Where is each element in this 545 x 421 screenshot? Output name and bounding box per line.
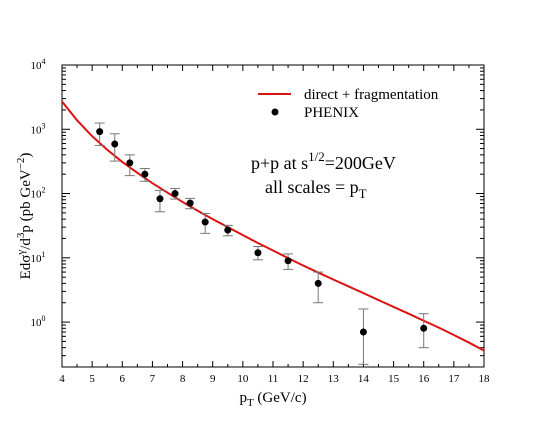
data-point bbox=[126, 159, 134, 167]
data-point bbox=[111, 140, 119, 148]
data-point bbox=[171, 190, 179, 198]
x-tick-label: 8 bbox=[180, 373, 186, 385]
y-tick-label: 104 bbox=[31, 57, 46, 72]
y-tick-label: 101 bbox=[31, 250, 46, 265]
y-tick-label: 100 bbox=[31, 314, 46, 329]
x-tick-label: 7 bbox=[150, 373, 156, 385]
x-axis-ticks: 4 5 6 7 8 9 10 11 12 13 14 15 16 17 18 bbox=[59, 65, 490, 385]
y-tick-label: 103 bbox=[31, 121, 46, 136]
data-point bbox=[284, 257, 292, 265]
y-axis-title: Edσγ/d3p (pb GeV−2) bbox=[15, 153, 34, 280]
data-point bbox=[420, 324, 428, 332]
x-tick-label: 4 bbox=[59, 373, 65, 385]
x-tick-label: 9 bbox=[210, 373, 216, 385]
data-point bbox=[254, 249, 262, 257]
annotation-line1: p+p at s1/2=200GeV bbox=[251, 149, 396, 173]
x-tick-label: 15 bbox=[388, 373, 400, 385]
data-point bbox=[156, 195, 164, 203]
x-tick-label: 17 bbox=[448, 373, 460, 385]
series-layer bbox=[61, 100, 485, 365]
theory-curve bbox=[61, 100, 485, 352]
x-tick-label: 6 bbox=[120, 373, 126, 385]
legend-line-label: direct + fragmentation bbox=[304, 87, 439, 103]
legend-point-label: PHENIX bbox=[304, 105, 359, 121]
data-point bbox=[201, 218, 209, 226]
x-tick-label: 16 bbox=[418, 373, 430, 385]
x-tick-label: 18 bbox=[479, 373, 491, 385]
x-tick-label: 13 bbox=[328, 373, 340, 385]
legend: direct + fragmentation PHENIX bbox=[258, 87, 439, 121]
x-axis-title: pT (GeV/c) bbox=[239, 390, 306, 409]
x-tick-label: 14 bbox=[358, 373, 370, 385]
x-tick-label: 10 bbox=[237, 373, 249, 385]
x-tick-label: 11 bbox=[268, 373, 279, 385]
y-tick-label: 102 bbox=[31, 186, 46, 201]
data-point bbox=[314, 279, 322, 287]
x-tick-label: 12 bbox=[298, 373, 309, 385]
data-point bbox=[141, 170, 149, 178]
x-tick-label: 5 bbox=[89, 373, 95, 385]
data-point bbox=[224, 226, 232, 234]
y-axis-ticks: 100 101 102 103 104 bbox=[31, 57, 484, 357]
annotation-line2: all scales = pT bbox=[265, 177, 367, 201]
legend-point-swatch bbox=[271, 108, 279, 116]
data-point bbox=[359, 328, 367, 336]
data-point bbox=[186, 199, 194, 207]
data-point bbox=[96, 128, 104, 136]
